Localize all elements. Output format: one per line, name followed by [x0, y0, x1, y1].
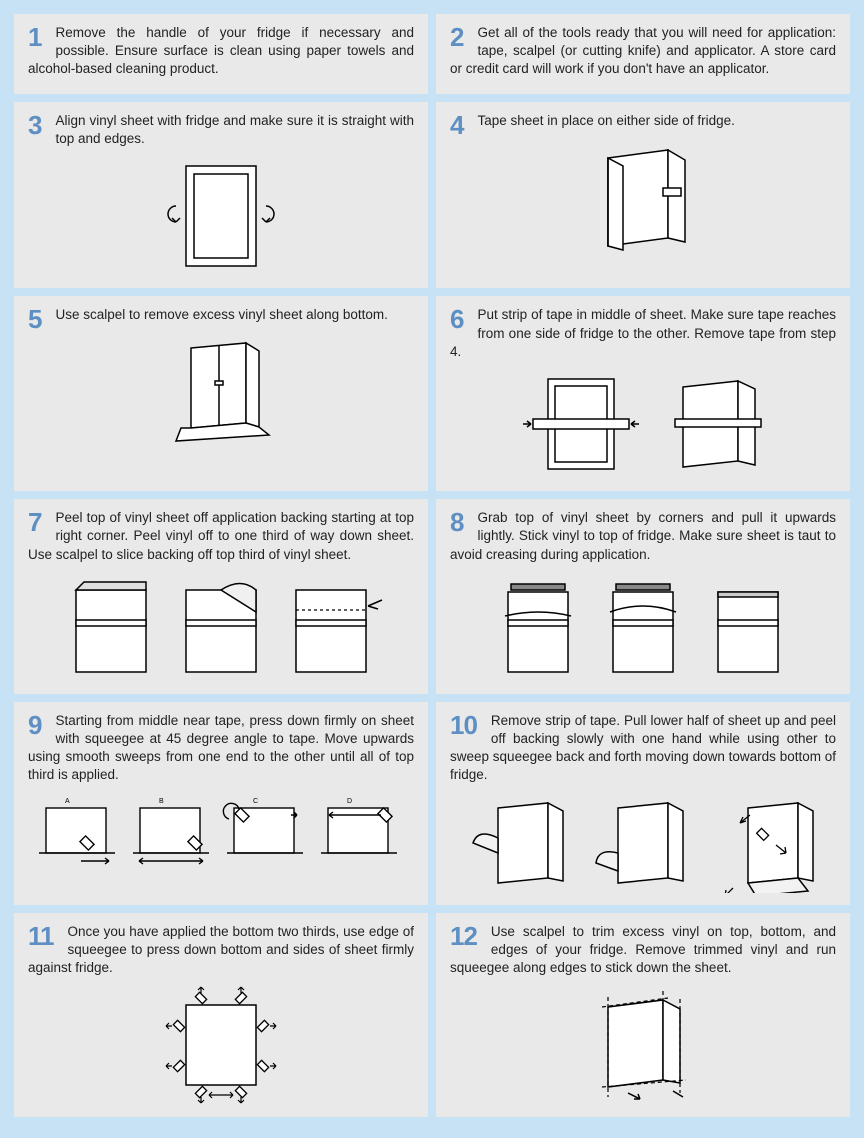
step-number-11: 11: [28, 923, 54, 949]
illustration-9: A B C D: [28, 793, 414, 878]
step-body-3: Align vinyl sheet with fridge and make s…: [55, 113, 414, 146]
illustration-4: [450, 138, 836, 258]
step-number-5: 5: [28, 306, 41, 332]
step-body-10: Remove strip of tape. Pull lower half of…: [450, 713, 836, 783]
step-body-5: Use scalpel to remove excess vinyl sheet…: [55, 307, 387, 322]
step-text-6: 6 Put strip of tape in middle of sheet. …: [450, 306, 836, 361]
illustration-10: [450, 793, 836, 893]
illustration-3: [28, 156, 414, 276]
illustration-8: [450, 572, 836, 682]
illustration-11: [28, 985, 414, 1105]
step-number-10: 10: [450, 712, 477, 738]
step-body-9: Starting from middle near tape, press do…: [28, 713, 414, 783]
step-text-3: 3 Align vinyl sheet with fridge and make…: [28, 112, 414, 148]
step-card-6: 6 Put strip of tape in middle of sheet. …: [436, 296, 850, 491]
svg-text:B: B: [159, 798, 164, 805]
step-card-5: 5 Use scalpel to remove excess vinyl she…: [14, 296, 428, 491]
step-number-9: 9: [28, 712, 41, 738]
step-text-2: 2 Get all of the tools ready that you wi…: [450, 24, 836, 79]
step-number-7: 7: [28, 509, 41, 535]
step-body-8: Grab top of vinyl sheet by corners and p…: [450, 510, 836, 561]
instruction-grid: 1 Remove the handle of your fridge if ne…: [14, 14, 850, 1117]
step-body-4: Tape sheet in place on either side of fr…: [477, 113, 734, 128]
step-number-12: 12: [450, 923, 477, 949]
illustration-7: [28, 572, 414, 682]
step-card-10: 10 Remove strip of tape. Pull lower half…: [436, 702, 850, 905]
step-number-8: 8: [450, 509, 463, 535]
step-card-11: 11 Once you have applied the bottom two …: [14, 913, 428, 1118]
illustration-6: [450, 369, 836, 479]
step-card-4: 4 Tape sheet in place on either side of …: [436, 102, 850, 288]
step-text-11: 11 Once you have applied the bottom two …: [28, 923, 414, 978]
step-card-12: 12 Use scalpel to trim excess vinyl on t…: [436, 913, 850, 1118]
step-text-5: 5 Use scalpel to remove excess vinyl she…: [28, 306, 414, 324]
step-number-1: 1: [28, 24, 41, 50]
step-body-12: Use scalpel to trim excess vinyl on top,…: [450, 924, 836, 975]
step-number-6: 6: [450, 306, 463, 332]
step-text-1: 1 Remove the handle of your fridge if ne…: [28, 24, 414, 79]
step-number-3: 3: [28, 112, 41, 138]
step-text-12: 12 Use scalpel to trim excess vinyl on t…: [450, 923, 836, 978]
svg-text:A: A: [65, 798, 70, 805]
step-card-1: 1 Remove the handle of your fridge if ne…: [14, 14, 428, 94]
step-body-11: Once you have applied the bottom two thi…: [28, 924, 414, 975]
svg-text:C: C: [253, 798, 258, 805]
step-text-9: 9 Starting from middle near tape, press …: [28, 712, 414, 785]
step-card-7: 7 Peel top of vinyl sheet off applicatio…: [14, 499, 428, 694]
step-body-2: Get all of the tools ready that you will…: [450, 25, 836, 76]
step-card-9: 9 Starting from middle near tape, press …: [14, 702, 428, 905]
step-card-8: 8 Grab top of vinyl sheet by corners and…: [436, 499, 850, 694]
step-text-8: 8 Grab top of vinyl sheet by corners and…: [450, 509, 836, 564]
svg-text:D: D: [347, 798, 352, 805]
step-body-1: Remove the handle of your fridge if nece…: [28, 25, 414, 76]
illustration-5: [28, 333, 414, 453]
step-card-3: 3 Align vinyl sheet with fridge and make…: [14, 102, 428, 288]
step-text-10: 10 Remove strip of tape. Pull lower half…: [450, 712, 836, 785]
step-body-7: Peel top of vinyl sheet off application …: [28, 510, 414, 561]
illustration-12: [450, 985, 836, 1105]
step-card-2: 2 Get all of the tools ready that you wi…: [436, 14, 850, 94]
step-number-4: 4: [450, 112, 463, 138]
step-text-4: 4 Tape sheet in place on either side of …: [450, 112, 836, 130]
step-body-6: Put strip of tape in middle of sheet. Ma…: [450, 307, 836, 358]
step-text-7: 7 Peel top of vinyl sheet off applicatio…: [28, 509, 414, 564]
step-number-2: 2: [450, 24, 463, 50]
